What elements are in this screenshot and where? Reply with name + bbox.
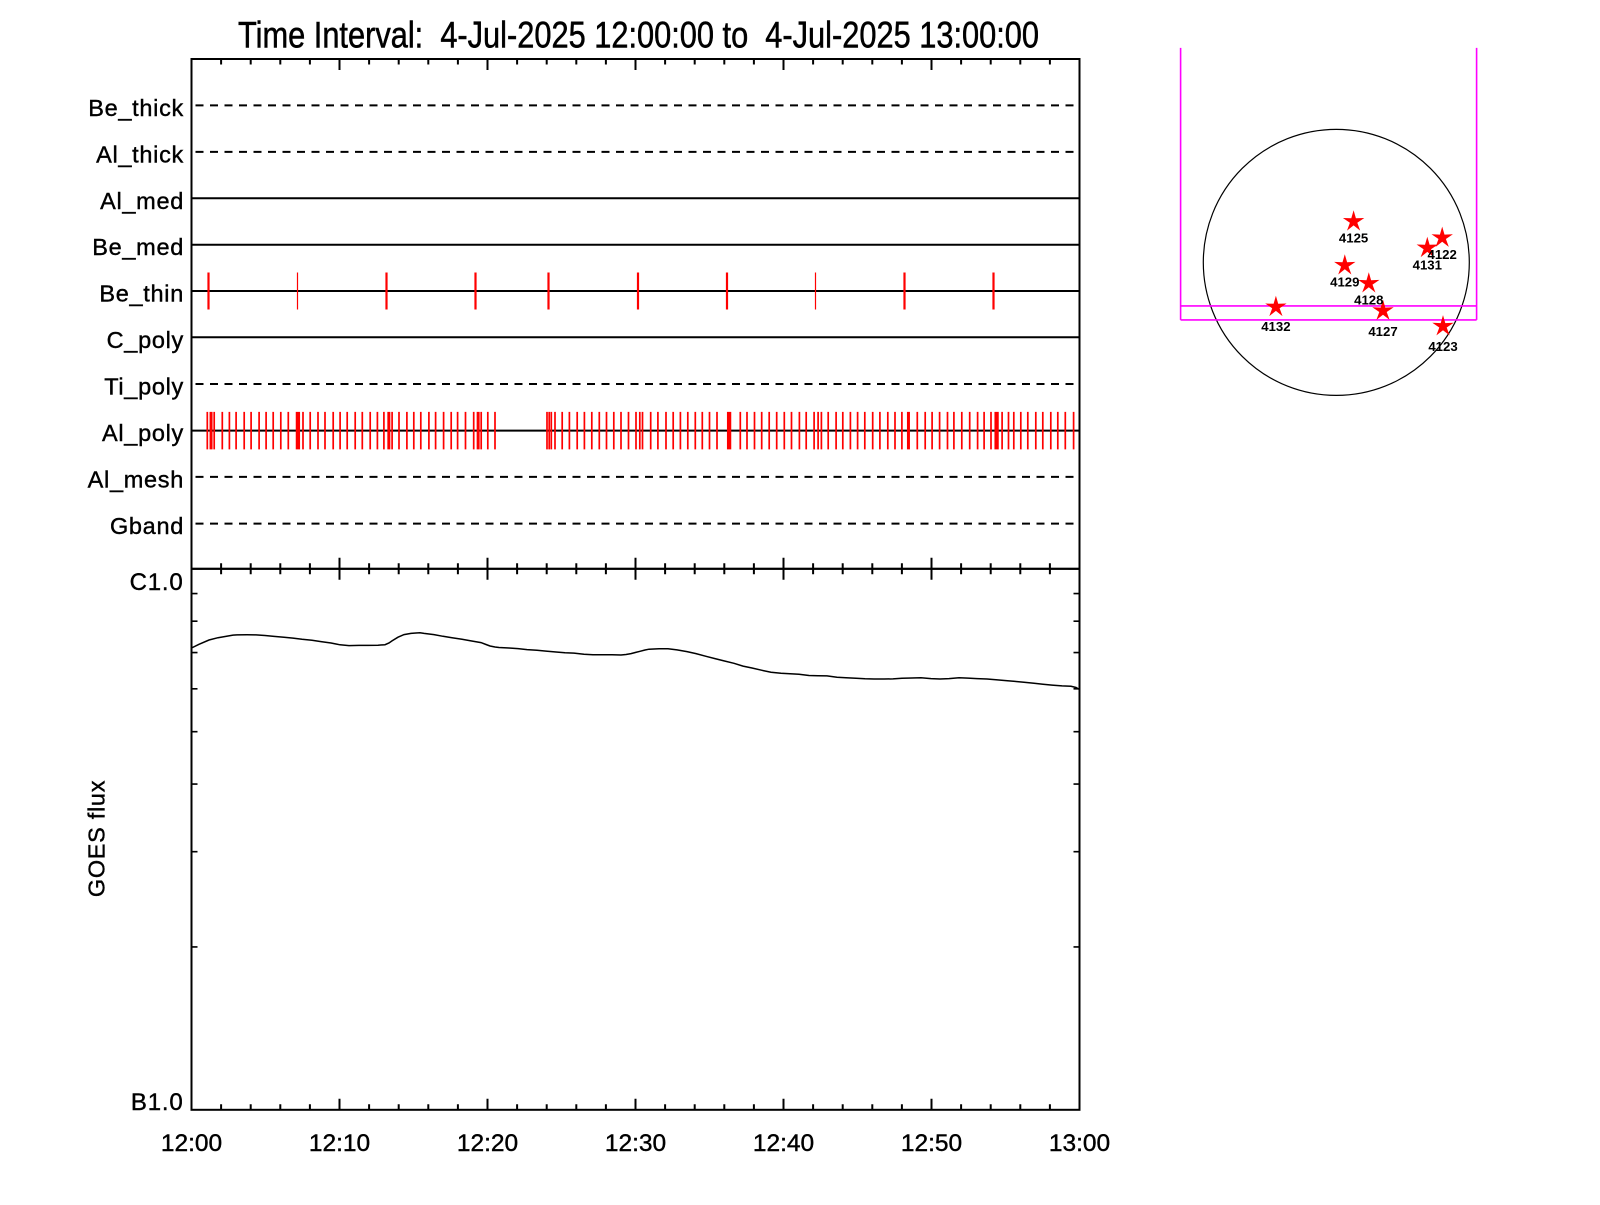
svg-text:12:40: 12:40: [753, 1130, 814, 1157]
svg-text:4123: 4123: [1428, 339, 1457, 354]
svg-text:12:10: 12:10: [309, 1130, 370, 1157]
svg-text:4129: 4129: [1330, 275, 1359, 290]
svg-text:4122: 4122: [1428, 247, 1457, 262]
svg-text:C_poly: C_poly: [107, 327, 184, 353]
svg-text:13:00: 13:00: [1049, 1130, 1110, 1157]
svg-text:Gband: Gband: [110, 513, 184, 539]
svg-text:Al_mesh: Al_mesh: [88, 466, 184, 492]
svg-text:Ti_poly: Ti_poly: [104, 374, 184, 400]
svg-text:Be_thick: Be_thick: [88, 95, 184, 121]
svg-text:GOES flux: GOES flux: [84, 780, 110, 897]
svg-text:C1.0: C1.0: [130, 569, 184, 596]
svg-text:4131: 4131: [1413, 257, 1442, 272]
svg-text:Time Interval: 4-Jul-2025 12:: Time Interval: 4-Jul-2025 12:00:00 to 4-…: [238, 15, 1039, 56]
svg-text:4125: 4125: [1339, 231, 1368, 246]
svg-text:Al_med: Al_med: [100, 188, 184, 214]
svg-text:Be_thin: Be_thin: [99, 281, 184, 307]
svg-text:12:50: 12:50: [901, 1130, 962, 1157]
svg-text:B1.0: B1.0: [131, 1089, 184, 1116]
svg-text:12:20: 12:20: [457, 1130, 518, 1157]
svg-text:4127: 4127: [1368, 324, 1397, 339]
svg-text:4132: 4132: [1261, 319, 1290, 334]
svg-text:Be_med: Be_med: [92, 234, 184, 260]
svg-text:12:30: 12:30: [605, 1130, 666, 1157]
svg-text:12:00: 12:00: [161, 1130, 222, 1157]
svg-text:4128: 4128: [1354, 293, 1383, 308]
svg-text:Al_thick: Al_thick: [96, 141, 184, 167]
svg-text:Al_poly: Al_poly: [102, 420, 184, 446]
